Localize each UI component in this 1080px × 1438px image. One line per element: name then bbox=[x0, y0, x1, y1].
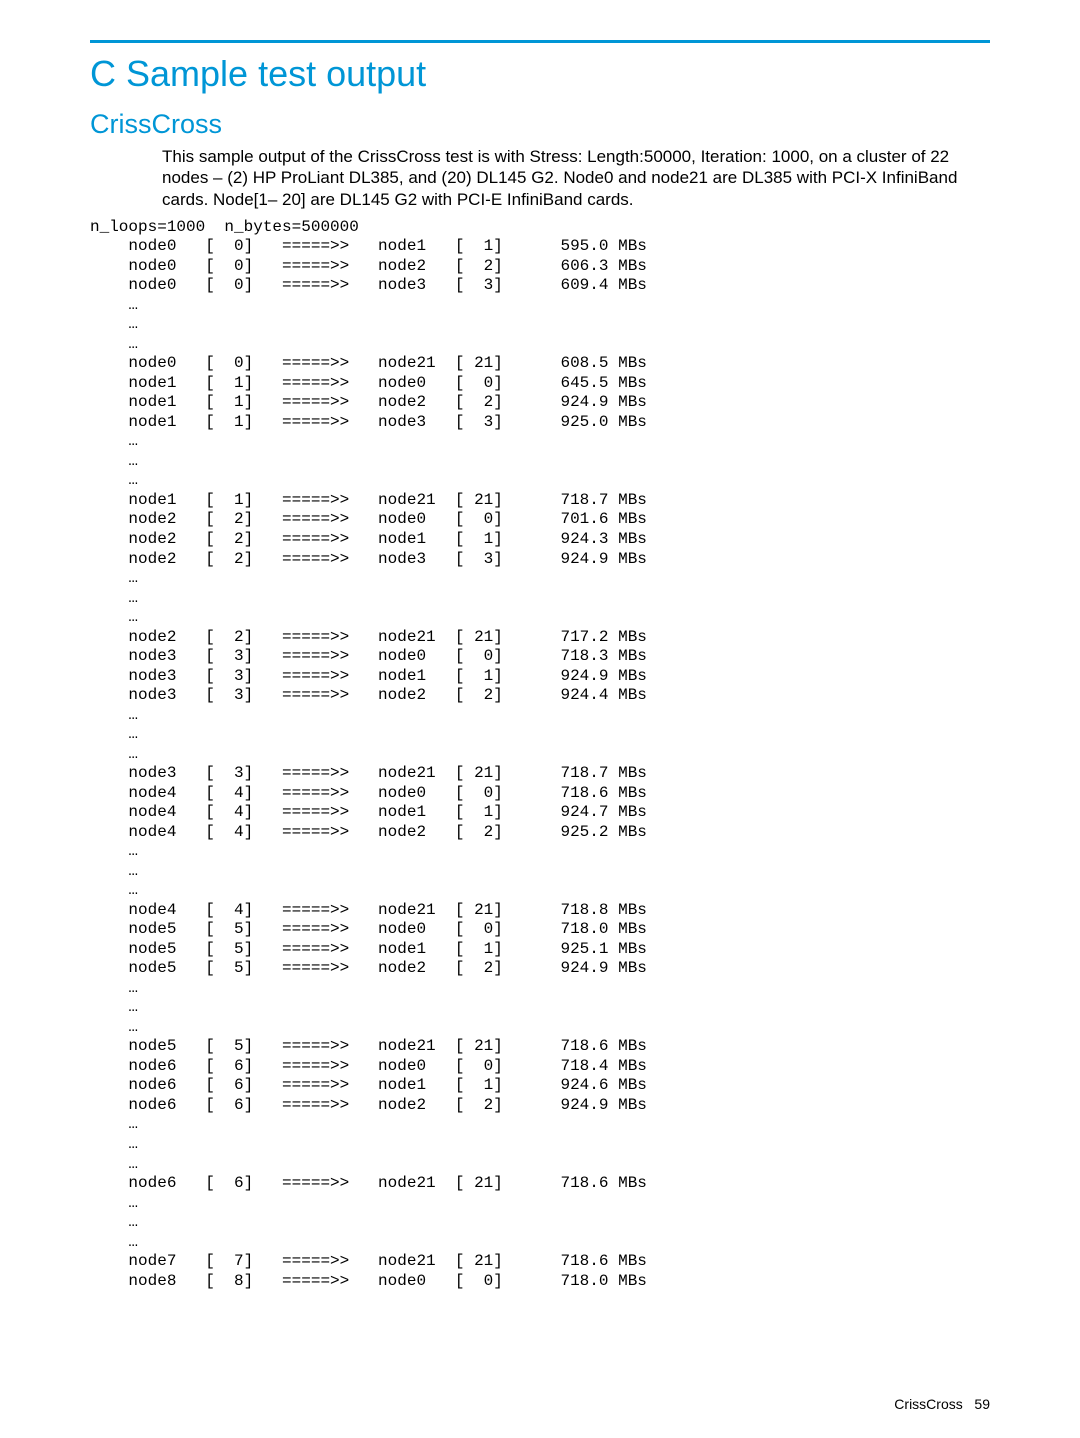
page-footer: CrissCross 59 bbox=[894, 1396, 990, 1412]
footer-page-number: 59 bbox=[974, 1396, 990, 1412]
intro-paragraph: This sample output of the CrissCross tes… bbox=[162, 146, 990, 210]
top-rule bbox=[90, 40, 990, 43]
footer-section: CrissCross bbox=[894, 1396, 962, 1412]
appendix-title: C Sample test output bbox=[90, 53, 990, 95]
section-title: CrissCross bbox=[90, 109, 990, 140]
sample-output-block: n_loops=1000 n_bytes=500000 node0 [ 0] =… bbox=[90, 218, 990, 1291]
